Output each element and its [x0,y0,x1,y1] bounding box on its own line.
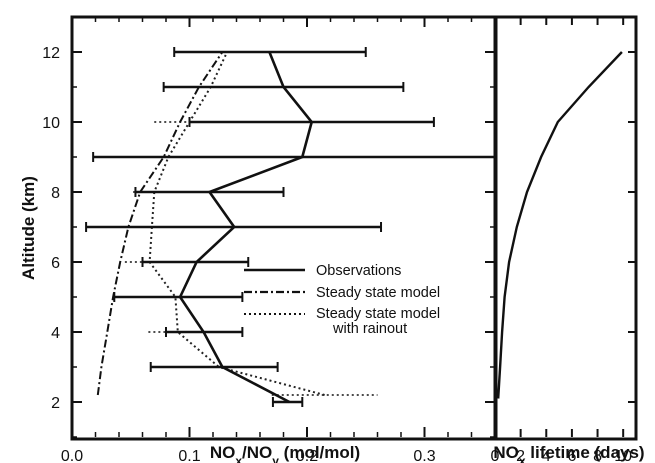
main-plot-series [85,47,495,407]
observations-line [178,51,314,404]
y-tick-label: 6 [51,255,60,272]
x-tick-label: 0.3 [413,448,435,463]
main-axis-ticks: 2 4 6 8 10 12 0.0 0.1 0.2 0.3 [42,16,495,463]
x-tick-label: 0.2 [296,448,318,463]
lifetime-x-tick-label: 2 [516,448,525,463]
lifetime-line [497,51,623,399]
chart-legend: Observations Steady state model Steady s… [244,263,440,337]
x-axis-label-main: NOx/NOy (mol/mol) [210,443,360,463]
lifetime-x-tick-label: 10 [614,448,632,463]
y-tick-label: 10 [42,115,60,132]
x-tick-label: 0.1 [178,448,200,463]
lifetime-plot-series [497,51,623,399]
lifetime-axis-ticks: 0 2 4 6 8 10 [491,17,636,463]
x-tick-label: 0.0 [61,448,83,463]
lifetime-x-tick-label: 6 [567,448,576,463]
legend-label-rainout: Steady state model with rainout [316,306,440,337]
y-tick-label: 8 [51,185,60,202]
x-axis-label-lifetime: NOx lifetime (days) [493,443,644,463]
y-tick-label: 4 [51,325,60,342]
y-axis-label: Altitude (km) [19,176,38,280]
y-tick-label: 12 [42,45,60,62]
y-tick-label: 2 [51,395,60,412]
lifetime-x-tick-label: 8 [593,448,602,463]
lifetime-plot-frame [493,15,638,441]
legend-label-observations: Observations [316,263,401,279]
legend-label-steady-state: Steady state model [316,285,440,301]
steady-state-model-line [96,51,224,396]
lifetime-x-tick-label: 4 [542,448,551,463]
lifetime-x-tick-label: 0 [491,448,500,463]
